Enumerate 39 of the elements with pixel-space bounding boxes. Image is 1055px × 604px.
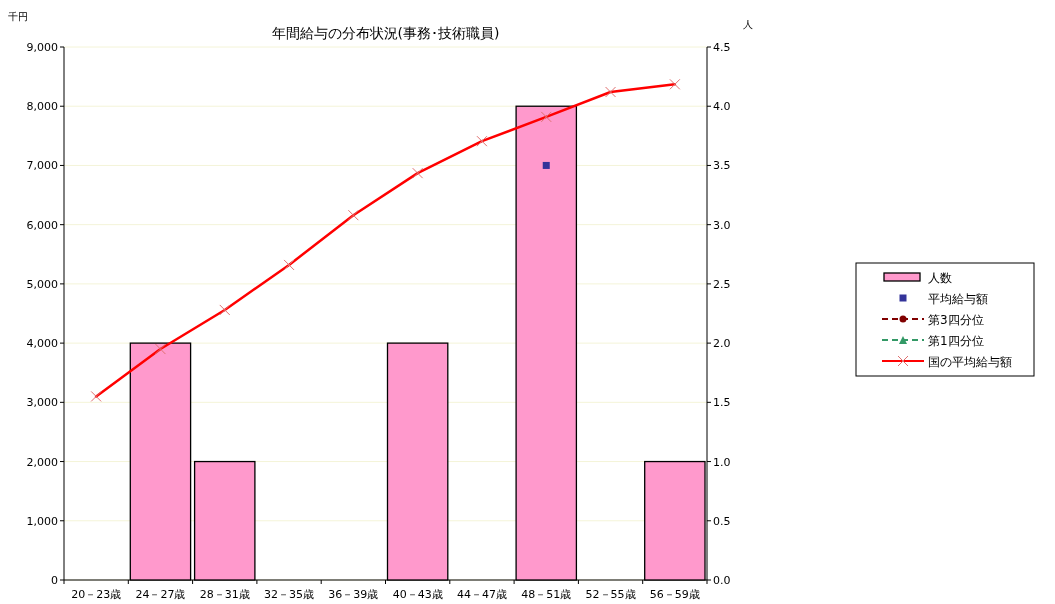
x-tick-label: 24－27歳 — [135, 588, 186, 601]
x-tick-label: 36－39歳 — [328, 588, 379, 601]
y2-tick-label: 0.0 — [713, 574, 731, 587]
x-tick-label: 20－23歳 — [71, 588, 122, 601]
y2-axis-title: 人 — [743, 19, 753, 30]
y-tick-label: 5,000 — [26, 277, 58, 291]
y-tick-label: 4,000 — [26, 337, 58, 351]
y2-tick-label: 4.0 — [713, 100, 731, 114]
point — [542, 161, 550, 169]
legend-label: 第1四分位 — [928, 334, 984, 348]
y2-tick-label: 1.5 — [713, 396, 731, 410]
legend-label: 国の平均給与額 — [928, 355, 1012, 369]
legend-label: 第3四分位 — [928, 313, 984, 327]
y-tick-label: 1,000 — [26, 514, 58, 528]
y2-tick-label: 1.0 — [713, 455, 731, 469]
x-tick-label: 44－47歳 — [456, 588, 507, 601]
y2-tick-label: 2.5 — [713, 277, 731, 291]
chart-title: 年間給与の分布状況(事務･技術職員) — [271, 25, 500, 41]
legend-label: 人数 — [928, 271, 952, 285]
y-tick-label: 6,000 — [26, 218, 58, 232]
y-tick-label: 9,000 — [26, 41, 58, 54]
y2-tick-label: 4.5 — [713, 41, 731, 54]
x-tick-label: 52－55歳 — [585, 588, 636, 601]
y2-tick-label: 0.5 — [713, 514, 731, 528]
legend-label: 平均給与額 — [928, 292, 988, 306]
y2-tick-label: 3.5 — [713, 159, 731, 173]
y-tick-label: 7,000 — [26, 159, 58, 173]
x-tick-label: 28－31歳 — [199, 588, 250, 601]
x-tick-label: 40－43歳 — [392, 588, 443, 601]
y-tick-label: 3,000 — [26, 396, 58, 410]
y-tick-label: 2,000 — [26, 455, 58, 469]
x-tick-label: 32－35歳 — [264, 588, 315, 601]
y-tick-label: 0 — [51, 574, 58, 587]
y-axis-title: 千円 — [8, 11, 28, 22]
x-tick-label: 56－59歳 — [649, 588, 700, 601]
y2-tick-label: 2.0 — [713, 337, 731, 351]
y-tick-label: 8,000 — [26, 100, 58, 114]
x-tick-label: 48－51歳 — [521, 588, 572, 601]
y2-tick-label: 3.0 — [713, 218, 731, 232]
